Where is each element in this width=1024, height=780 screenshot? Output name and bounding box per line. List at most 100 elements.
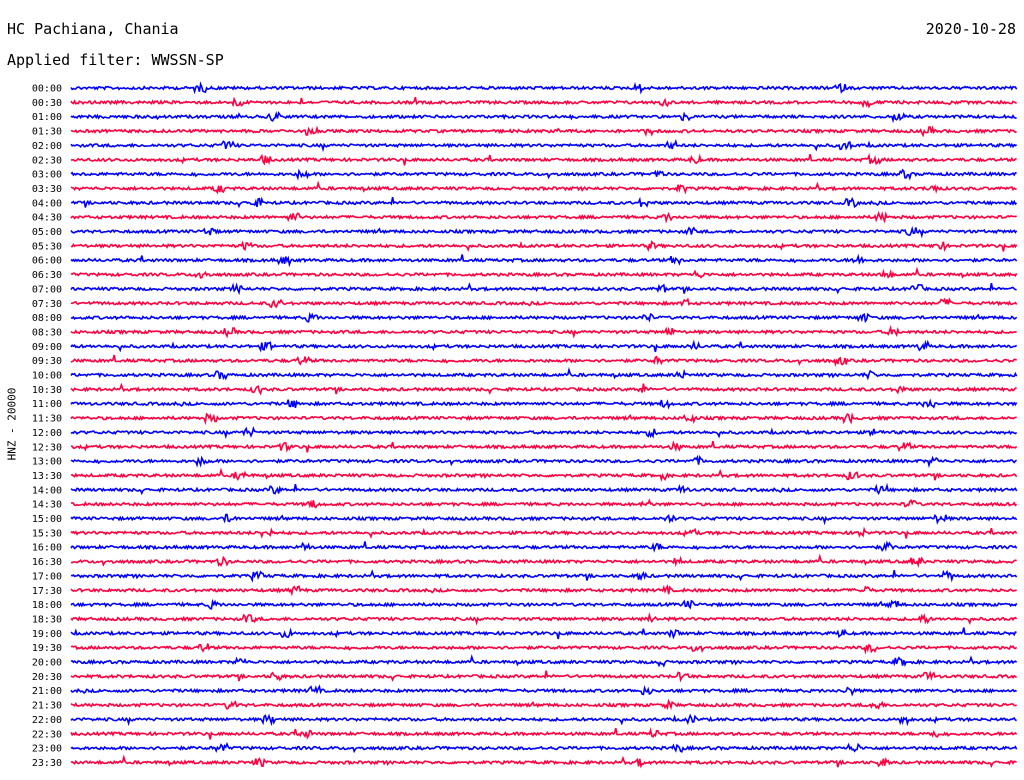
- row-label: 20:00: [32, 658, 62, 669]
- row-label: 22:00: [32, 715, 62, 726]
- seismic-trace: [70, 569, 1018, 583]
- row-label: 06:30: [32, 270, 62, 281]
- seismic-trace: [70, 627, 1017, 640]
- seismic-trace: [70, 526, 1018, 539]
- row-label: 08:00: [32, 313, 62, 324]
- seismic-trace: [70, 324, 1018, 339]
- row-label: 12:00: [32, 428, 62, 439]
- seismic-trace: [70, 654, 1018, 668]
- seismic-trace: [70, 125, 1017, 138]
- row-label: 03:30: [32, 184, 62, 195]
- seismic-trace: [70, 482, 1018, 496]
- row-label: 14:30: [32, 500, 62, 511]
- seismic-trace: [70, 253, 1018, 268]
- row-label: 05:30: [32, 241, 62, 252]
- seismic-trace: [70, 513, 1018, 526]
- row-label: 05:00: [32, 227, 62, 238]
- seismic-trace: [70, 180, 1017, 195]
- row-label: 13:30: [32, 471, 62, 482]
- seismic-trace: [70, 670, 1018, 683]
- seismic-trace: [70, 467, 1018, 482]
- row-label: 00:00: [32, 84, 62, 95]
- seismic-trace: [70, 643, 1018, 655]
- seismic-trace: [70, 210, 1018, 224]
- seismic-trace: [70, 598, 1018, 610]
- row-label: 19:30: [32, 643, 62, 654]
- seismic-trace: [70, 367, 1018, 381]
- row-label: 17:30: [32, 586, 62, 597]
- row-label: 13:00: [32, 457, 62, 468]
- filter-label: Applied filter: WWSSN-SP: [7, 51, 224, 69]
- row-label: 10:00: [32, 371, 62, 382]
- row-label: 04:00: [32, 198, 62, 209]
- row-label: 03:00: [32, 170, 62, 181]
- seismic-trace: [70, 426, 1018, 440]
- row-label: 23:00: [32, 744, 62, 755]
- seismic-trace: [70, 225, 1018, 239]
- seismic-trace: [70, 110, 1017, 124]
- row-label: 18:00: [32, 600, 62, 611]
- seismic-trace: [70, 168, 1017, 181]
- seismic-trace: [70, 713, 1017, 727]
- date-label: 2020-10-28: [925, 20, 1016, 38]
- row-label: 20:30: [32, 672, 62, 683]
- row-label: 06:00: [32, 256, 62, 267]
- seismic-trace: [70, 339, 1018, 353]
- seismic-trace: [70, 498, 1018, 509]
- row-label: 09:30: [32, 356, 62, 367]
- row-label: 01:30: [32, 127, 62, 138]
- row-label: 15:30: [32, 528, 62, 539]
- seismic-trace: [70, 698, 1017, 711]
- row-label: 07:00: [32, 284, 62, 295]
- row-label: 01:00: [32, 112, 62, 123]
- seismic-trace: [70, 81, 1018, 95]
- seismic-trace: [70, 612, 1018, 626]
- seismic-trace: [70, 741, 1018, 754]
- row-label: 21:30: [32, 701, 62, 712]
- row-label: 04:30: [32, 213, 62, 224]
- seismic-trace: [70, 540, 1018, 553]
- row-label: 12:30: [32, 442, 62, 453]
- seismic-trace: [70, 727, 1018, 740]
- seismic-trace: [70, 240, 1018, 253]
- seismic-trace: [70, 152, 1017, 166]
- row-label: 16:30: [32, 557, 62, 568]
- row-label: 21:00: [32, 686, 62, 697]
- seismic-trace: [70, 684, 1018, 697]
- row-label: 11:30: [32, 414, 62, 425]
- seismic-trace: [70, 553, 1017, 569]
- seismic-trace: [70, 354, 1018, 368]
- seismic-trace: [70, 454, 1018, 469]
- row-label: 22:30: [32, 729, 62, 740]
- seismic-trace: [70, 297, 1018, 309]
- row-label: 15:00: [32, 514, 62, 525]
- seismic-trace: [70, 440, 1018, 454]
- row-label: 19:00: [32, 629, 62, 640]
- row-label: 07:30: [32, 299, 62, 310]
- seismic-trace: [70, 584, 1017, 597]
- seismic-trace: [70, 266, 1018, 279]
- row-label: 16:00: [32, 543, 62, 554]
- row-label: 02:00: [32, 141, 62, 152]
- row-label: 23:30: [32, 758, 62, 769]
- seismic-trace: [70, 412, 1017, 426]
- row-label: 17:00: [32, 571, 62, 582]
- row-label: 11:00: [32, 399, 62, 410]
- station-title: HC Pachiana, Chania: [7, 20, 179, 38]
- seismic-trace: [70, 138, 1018, 153]
- row-label: 00:30: [32, 98, 62, 109]
- row-label: 02:30: [32, 155, 62, 166]
- seismic-trace: [70, 96, 1017, 109]
- row-label: 08:30: [32, 327, 62, 338]
- row-label: 10:30: [32, 385, 62, 396]
- seismic-trace: [70, 196, 1018, 209]
- row-label: 09:00: [32, 342, 62, 353]
- seismic-trace: [70, 382, 1017, 396]
- row-label: 14:00: [32, 485, 62, 496]
- seismic-trace: [70, 282, 1017, 296]
- row-label: 18:30: [32, 614, 62, 625]
- seismic-trace: [70, 398, 1018, 410]
- seismic-trace: [70, 311, 1018, 324]
- seismic-trace: [70, 754, 1017, 769]
